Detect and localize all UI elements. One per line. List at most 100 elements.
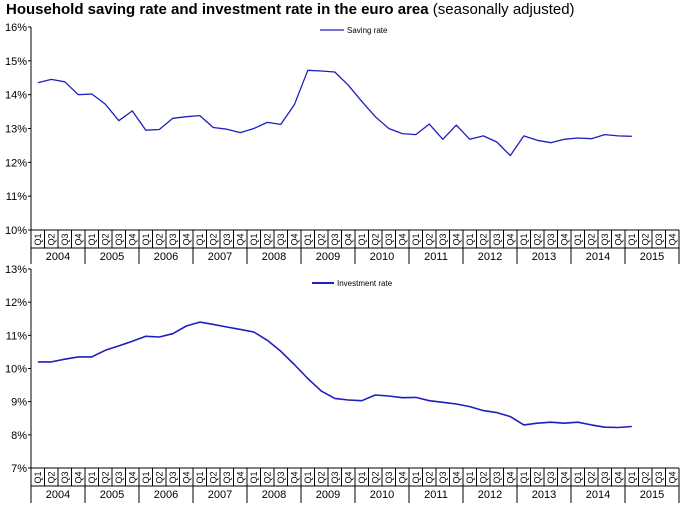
saving-quarter-label: Q1 — [195, 233, 205, 245]
saving-quarter-label: Q3 — [600, 233, 610, 245]
saving-quarter-label: Q4 — [505, 233, 515, 245]
investment-quarter-label: Q2 — [208, 471, 218, 483]
investment-y-tick-label: 9% — [11, 397, 27, 409]
saving-quarter-label: Q1 — [303, 233, 313, 245]
saving-y-tick-label: 12% — [5, 157, 27, 169]
saving-quarter-label: Q1 — [249, 233, 259, 245]
investment-quarter-label: Q4 — [289, 471, 299, 483]
saving-quarter-label: Q1 — [627, 233, 637, 245]
saving-quarter-label: Q4 — [289, 233, 299, 245]
investment-quarter-label: Q3 — [492, 471, 502, 483]
saving-quarter-label: Q4 — [397, 233, 407, 245]
saving-quarter-label: Q1 — [33, 233, 43, 245]
saving-quarter-label: Q3 — [384, 233, 394, 245]
investment-quarter-label: Q2 — [424, 471, 434, 483]
saving-quarter-label: Q2 — [478, 233, 488, 245]
saving-quarter-label: Q1 — [357, 233, 367, 245]
saving-quarter-label: Q4 — [343, 233, 353, 245]
investment-quarter-label: Q4 — [613, 471, 623, 483]
saving-year-label: 2010 — [370, 251, 394, 263]
investment-year-label: 2009 — [316, 489, 340, 501]
investment-legend-label: Investment rate — [337, 279, 393, 288]
investment-quarter-label: Q1 — [519, 471, 529, 483]
saving-chart: 16%15%14%13%12%11%10%Q1 Q2 Q3 Q4 Q1 Q2 Q3 Q4 Q1 Q… — [5, 22, 680, 264]
saving-year-label: 2014 — [586, 251, 610, 263]
saving-y-tick-label: 14% — [5, 90, 27, 102]
saving-year-label: 2015 — [640, 251, 664, 263]
saving-quarter-label: Q1 — [465, 233, 475, 245]
saving-year-label: 2012 — [478, 251, 502, 263]
saving-quarter-label: Q3 — [654, 233, 664, 245]
investment-year-label: 2011 — [424, 489, 448, 501]
saving-quarter-label: Q3 — [546, 233, 556, 245]
saving-quarter-label: Q1 — [141, 233, 151, 245]
saving-quarter-label: Q4 — [181, 233, 191, 245]
saving-quarter-label: Q2 — [586, 233, 596, 245]
investment-y-tick-label: 8% — [11, 430, 27, 442]
saving-y-tick-label: 16% — [5, 22, 27, 34]
saving-year-label: 2006 — [154, 251, 178, 263]
investment-quarter-label: Q1 — [303, 471, 313, 483]
investment-chart: 13%12%11%10%9%8%7%Q1 Q2 Q3 Q4 Q1 Q2 Q3 Q4 Q1 Q2 Q3… — [5, 264, 680, 503]
investment-quarter-label: Q1 — [87, 471, 97, 483]
investment-series-line — [37, 321, 632, 429]
investment-quarter-label: Q4 — [505, 471, 515, 483]
investment-year-label: 2007 — [208, 489, 232, 501]
investment-quarter-label: Q1 — [627, 471, 637, 483]
investment-quarter-label: Q3 — [276, 471, 286, 483]
investment-quarter-label: Q2 — [154, 471, 164, 483]
investment-quarter-label: Q3 — [330, 471, 340, 483]
investment-quarter-label: Q2 — [640, 471, 650, 483]
investment-quarter-label: Q2 — [316, 471, 326, 483]
investment-year-label: 2014 — [586, 489, 610, 501]
chart-subtitle: (seasonally adjusted) — [432, 1, 575, 18]
investment-quarter-label: Q1 — [249, 471, 259, 483]
chart-title: Household saving rate and investment rat… — [6, 1, 575, 18]
investment-quarter-label: Q3 — [654, 471, 664, 483]
saving-quarter-label: Q2 — [532, 233, 542, 245]
investment-year-label: 2008 — [262, 489, 286, 501]
saving-year-label: 2013 — [532, 251, 556, 263]
investment-quarter-label: Q2 — [370, 471, 380, 483]
saving-year-label: 2005 — [100, 251, 124, 263]
investment-year-label: 2004 — [46, 489, 70, 501]
investment-quarter-label: Q4 — [73, 471, 83, 483]
investment-y-tick-label: 11% — [6, 330, 27, 342]
saving-quarter-label: Q3 — [276, 233, 286, 245]
investment-quarter-label: Q1 — [357, 471, 367, 483]
saving-y-tick-label: 15% — [5, 56, 27, 68]
investment-year-label: 2005 — [100, 489, 124, 501]
investment-quarter-label: Q1 — [573, 471, 583, 483]
investment-y-tick-label: 12% — [5, 297, 27, 309]
saving-quarter-label: Q3 — [114, 233, 124, 245]
saving-quarter-label: Q3 — [60, 233, 70, 245]
investment-quarter-label: Q4 — [451, 471, 461, 483]
saving-quarter-label: Q3 — [222, 233, 232, 245]
investment-quarter-label: Q1 — [195, 471, 205, 483]
investment-quarter-label: Q1 — [141, 471, 151, 483]
saving-quarter-label: Q1 — [573, 233, 583, 245]
saving-year-label: 2011 — [424, 251, 448, 263]
investment-quarter-label: Q1 — [33, 471, 43, 483]
chart-title-main: Household saving rate and investment rat… — [6, 1, 429, 18]
investment-y-tick-label: 7% — [11, 463, 27, 475]
investment-y-tick-label: 10% — [5, 364, 27, 376]
investment-year-label: 2013 — [532, 489, 556, 501]
saving-quarter-label: Q2 — [316, 233, 326, 245]
saving-quarter-label: Q4 — [613, 233, 623, 245]
saving-quarter-label: Q4 — [127, 233, 137, 245]
saving-y-tick-label: 10% — [5, 225, 27, 237]
investment-quarter-label: Q2 — [262, 471, 272, 483]
investment-quarter-label: Q1 — [465, 471, 475, 483]
investment-y-tick-label: 13% — [5, 264, 27, 276]
saving-quarter-label: Q4 — [73, 233, 83, 245]
investment-quarter-label: Q3 — [114, 471, 124, 483]
investment-quarter-label: Q4 — [559, 471, 569, 483]
saving-quarter-label: Q2 — [208, 233, 218, 245]
investment-quarter-label: Q4 — [667, 471, 677, 483]
saving-quarter-label: Q2 — [46, 233, 56, 245]
saving-quarter-label: Q3 — [168, 233, 178, 245]
saving-quarter-label: Q3 — [492, 233, 502, 245]
investment-quarter-label: Q4 — [343, 471, 353, 483]
